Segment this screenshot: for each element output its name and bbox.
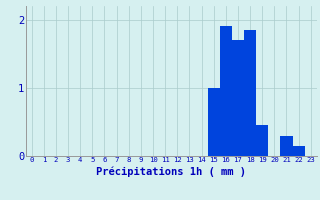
Bar	[220, 26, 232, 156]
X-axis label: Précipitations 1h ( mm ): Précipitations 1h ( mm )	[96, 166, 246, 177]
Bar	[256, 125, 268, 156]
Bar	[232, 40, 244, 156]
Bar	[208, 88, 220, 156]
Bar	[292, 146, 305, 156]
Bar	[280, 136, 292, 156]
Bar	[244, 30, 256, 156]
